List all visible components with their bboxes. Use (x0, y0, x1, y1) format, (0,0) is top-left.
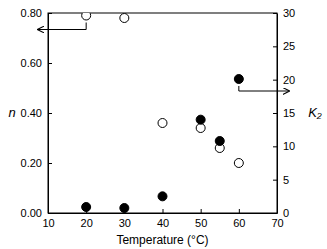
tick-label: 0 (283, 207, 289, 219)
tick-mark (201, 209, 202, 213)
tick-label: 0.40 (21, 107, 42, 119)
y2-axis: 0 5 10 15 20 25 30 (273, 7, 295, 219)
tick-mark (239, 209, 240, 213)
tick-label: 0.20 (21, 157, 42, 169)
tick-label: 25 (283, 40, 295, 52)
tick: 0.40 (21, 107, 52, 119)
point (196, 115, 205, 124)
chart: 10 20 30 40 50 60 70 0.00 0.20 0.40 0.60 0.80 0 5 10 15… (0, 0, 327, 249)
x-axis: 10 20 30 40 50 60 70 (42, 209, 283, 229)
tick-label: 30 (283, 7, 295, 19)
tick-mark (273, 80, 277, 81)
point (234, 75, 243, 84)
tick: 40 (157, 209, 169, 229)
tick: 20 (273, 74, 295, 86)
axis-line (277, 14, 278, 214)
axis-pointer-arrow (239, 86, 289, 91)
tick: 0.80 (21, 7, 52, 19)
point (215, 137, 224, 146)
tick: 60 (233, 209, 245, 229)
tick-label: 10 (42, 217, 54, 229)
tick: 50 (195, 209, 207, 229)
tick: 0.60 (21, 57, 52, 69)
axis-line (49, 213, 278, 214)
tick: 25 (273, 40, 295, 52)
tick-label: 60 (233, 217, 245, 229)
tick-mark (273, 213, 277, 214)
tick-mark (48, 13, 52, 14)
point (120, 14, 129, 23)
tick-label: 20 (283, 74, 295, 86)
tick-mark (273, 46, 277, 47)
tick: 0.20 (21, 157, 52, 169)
tick: 5 (273, 174, 289, 186)
point (196, 124, 205, 133)
point (158, 119, 167, 128)
tick: 15 (273, 107, 295, 119)
tick-label: 30 (119, 217, 131, 229)
tick-label: 50 (195, 217, 207, 229)
tick-label: 20 (81, 217, 93, 229)
tick: 0 (273, 207, 289, 219)
tick: 30 (273, 7, 295, 19)
x-axis-title: Temperature (°C) (116, 233, 208, 247)
point (82, 203, 91, 212)
tick-mark (48, 163, 52, 164)
tick-mark (48, 113, 52, 114)
tick-label: 15 (283, 107, 295, 119)
point (120, 204, 129, 213)
y-axis-title: n (8, 105, 15, 120)
point (158, 192, 167, 201)
tick-mark (48, 63, 52, 64)
point (82, 13, 91, 20)
axis-pointer-arrow (38, 23, 86, 30)
tick: 0.00 (21, 207, 52, 219)
tick-label: 0.80 (21, 7, 42, 19)
tick-mark (163, 209, 164, 213)
tick-label: 10 (283, 140, 295, 152)
points (82, 13, 244, 213)
tick-label: 70 (271, 217, 283, 229)
tick-mark (48, 213, 52, 214)
point (234, 159, 243, 168)
tick-mark (273, 113, 277, 114)
tick-mark (273, 13, 277, 14)
tick-mark (273, 180, 277, 181)
plot-frame (48, 13, 277, 213)
tick-label: 0.00 (21, 207, 42, 219)
tick-label: 40 (157, 217, 169, 229)
y2-axis-title: K₂ (308, 105, 322, 120)
tick: 10 (273, 140, 295, 152)
tick-mark (273, 146, 277, 147)
y-axis: 0.00 0.20 0.40 0.60 0.80 (21, 7, 52, 219)
tick-label: 0.60 (21, 57, 42, 69)
tick-label: 5 (283, 174, 289, 186)
